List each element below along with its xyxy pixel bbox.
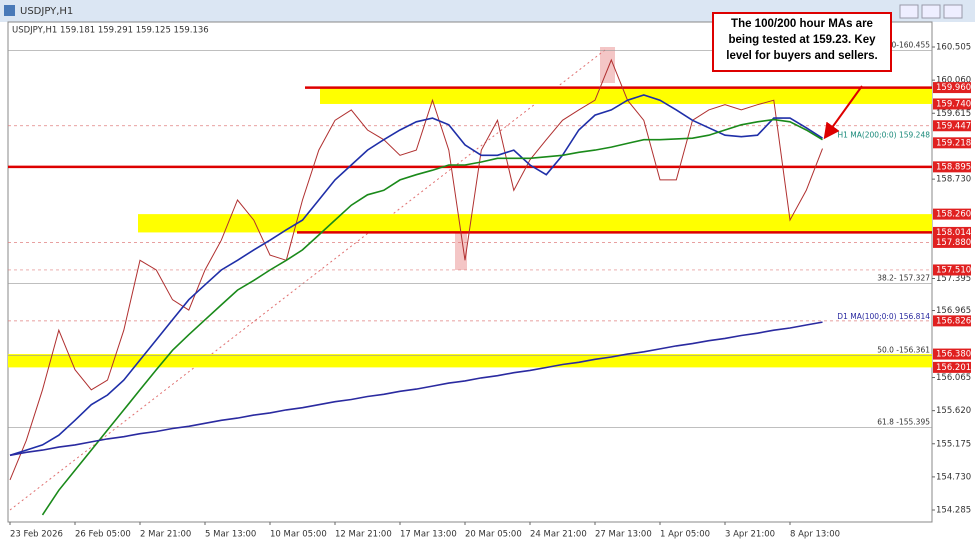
- level-tag: [933, 208, 971, 220]
- level-tag: [933, 82, 971, 94]
- series-line: [9, 321, 823, 457]
- level-tag: [933, 161, 971, 173]
- x-tick-label: 5 Mar 13:00: [205, 530, 256, 540]
- level-tag-label: 159.960: [936, 83, 971, 93]
- level-tag: [933, 137, 971, 149]
- level-tag: [933, 120, 971, 132]
- minimize-button[interactable]: [899, 4, 919, 19]
- x-tick-label: 27 Mar 13:00: [595, 530, 652, 540]
- level-tag: [933, 236, 971, 248]
- level-tag: [933, 264, 971, 276]
- x-tick-label: 3 Apr 21:00: [725, 530, 775, 540]
- series-line: [9, 94, 823, 457]
- ma-label: D1 MA(100;0:0) 156.814: [837, 312, 930, 321]
- x-tick-label: 1 Apr 05:00: [660, 530, 710, 540]
- y-tick-label: 155.175: [936, 439, 971, 449]
- level-tag-label: 158.260: [936, 210, 971, 220]
- x-tick-label: 20 Mar 05:00: [465, 530, 522, 540]
- level-tag-label: 158.895: [936, 162, 971, 172]
- level-tag: [933, 226, 971, 238]
- y-tick-label: 160.505: [936, 43, 971, 53]
- plot-area: [7, 21, 933, 523]
- x-tick-label: 23 Feb 2026: [10, 530, 63, 540]
- fib-label: 0.0-160.455: [884, 41, 930, 50]
- level-tag: [933, 315, 971, 327]
- level-tag-label: 157.510: [936, 265, 971, 275]
- fib-label: 38.2- 157.327: [877, 274, 930, 283]
- highlight: [455, 225, 467, 270]
- level-tag: [933, 98, 971, 110]
- level-tag-label: 159.740: [936, 99, 971, 109]
- annotation: The 100/200 hour MAs are being tested at…: [712, 12, 892, 72]
- level-tag-label: 158.014: [936, 228, 971, 238]
- fib-label: 50.0 -156.361: [877, 345, 930, 354]
- fib-label: 61.8 -155.395: [877, 417, 930, 426]
- support-zone: [138, 214, 932, 233]
- y-tick-label: 158.730: [936, 175, 971, 185]
- y-tick-label: 154.730: [936, 472, 971, 482]
- level-tag-label: 156.826: [936, 316, 971, 326]
- y-tick-label: 157.395: [936, 274, 971, 284]
- support-zone: [8, 354, 932, 368]
- fib-trendline: [9, 49, 606, 511]
- level-tag-label: 157.880: [936, 238, 971, 248]
- series-line: [9, 58, 823, 481]
- x-tick-label: 12 Mar 21:00: [335, 530, 392, 540]
- level-tag-label: 159.447: [936, 121, 971, 131]
- x-tick-label: 24 Mar 21:00: [530, 530, 587, 540]
- ma-label: H1 MA(200;0:0) 159.248: [837, 131, 930, 140]
- level-tag: [933, 348, 971, 360]
- y-tick-label: 156.065: [936, 373, 971, 383]
- x-tick-label: 10 Mar 05:00: [270, 530, 327, 540]
- window-title: USDJPY,H1: [20, 6, 73, 17]
- highlight: [600, 47, 615, 83]
- y-tick-label: 154.285: [936, 506, 971, 516]
- x-tick-label: 2 Mar 21:00: [140, 530, 191, 540]
- level-tag: [933, 361, 971, 373]
- y-tick-label: 159.615: [936, 109, 971, 119]
- x-tick-label: 26 Feb 05:00: [75, 530, 131, 540]
- annotation-arrow: [823, 85, 863, 140]
- level-tag-label: 156.201: [936, 363, 971, 373]
- x-tick-label: 17 Mar 13:00: [400, 530, 457, 540]
- level-tag-label: 159.218: [936, 138, 971, 148]
- x-tick-label: 8 Apr 13:00: [790, 530, 840, 540]
- level-tag-label: 156.380: [936, 350, 971, 360]
- ohlc-header: USDJPY,H1 159.181 159.291 159.125 159.13…: [12, 26, 209, 36]
- close-button[interactable]: [943, 4, 963, 19]
- series-line: [41, 118, 823, 516]
- restore-button[interactable]: [921, 4, 941, 19]
- y-tick-label: 160.060: [936, 76, 971, 86]
- window-icon: [4, 5, 15, 16]
- y-tick-label: 155.620: [936, 406, 971, 416]
- y-tick-label: 156.965: [936, 306, 971, 316]
